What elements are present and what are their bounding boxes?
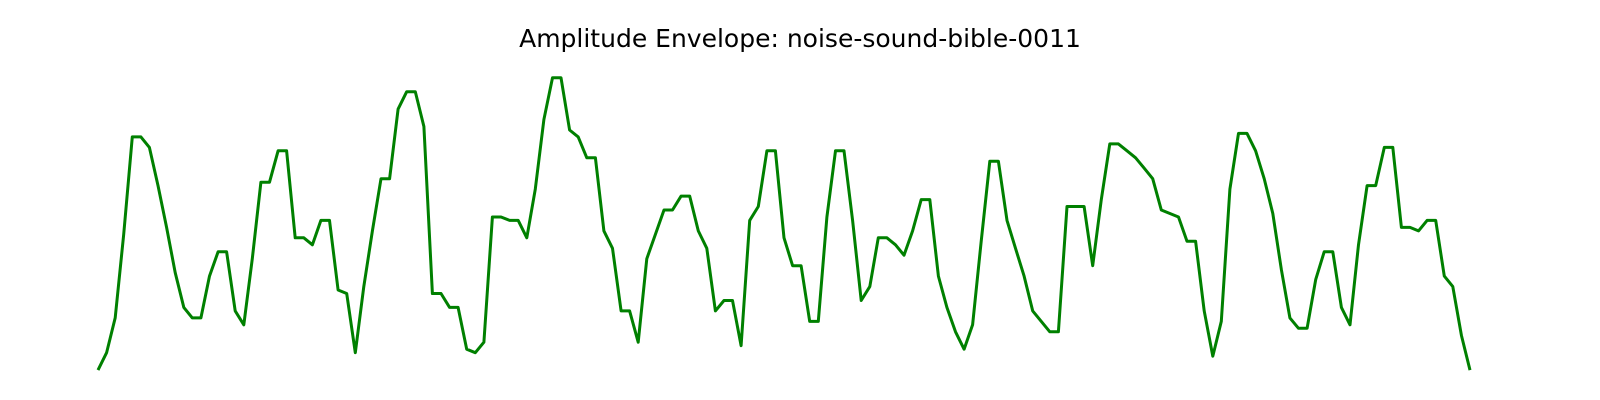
chart-title: Amplitude Envelope: noise-sound-bible-00… xyxy=(519,24,1081,53)
envelope-line xyxy=(96,76,1472,371)
plot-area xyxy=(96,76,1472,371)
